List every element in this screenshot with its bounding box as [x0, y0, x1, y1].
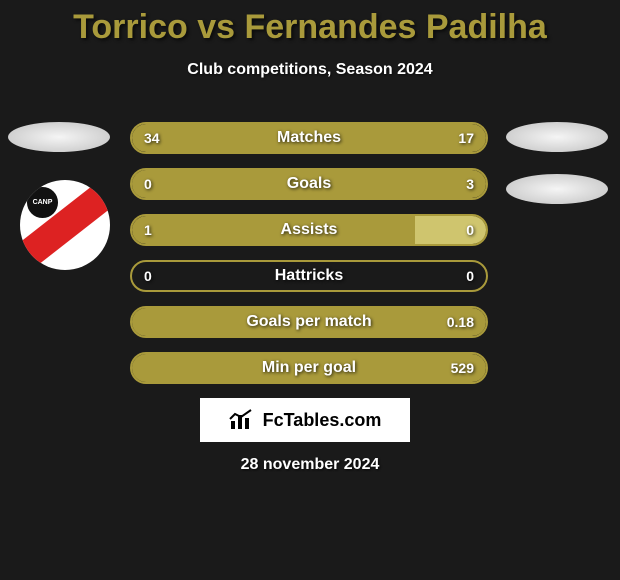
stat-value-right: 0: [466, 268, 474, 284]
player-left-logo-placeholder: [8, 122, 110, 152]
date-label: 28 november 2024: [0, 456, 620, 474]
stat-row-hattricks: Hattricks0 0: [130, 260, 488, 292]
stat-value-right: 17: [458, 130, 474, 146]
stat-value-right: 3: [466, 176, 474, 192]
stat-row-assists: Assists10: [130, 214, 488, 246]
chart-icon: [229, 409, 255, 431]
fctables-brand-text: FcTables.com: [263, 410, 382, 431]
bar-fill-right: [132, 354, 486, 382]
stat-label: Hattricks: [132, 267, 486, 285]
stat-value-right: 529: [451, 360, 474, 376]
stat-value-left: 1: [144, 222, 152, 238]
page-title: Torrico vs Fernandes Padilha: [0, 0, 620, 47]
stat-row-goals-per-match: Goals per match0.18: [130, 306, 488, 338]
fctables-brand-box: FcTables.com: [200, 398, 410, 442]
bar-fill-left: [132, 124, 369, 152]
bar-fill-right: [132, 308, 486, 336]
stat-value-left: 0: [144, 176, 152, 192]
bar-fill-right-stub: [415, 216, 486, 244]
player-right-club-placeholder: [506, 174, 608, 204]
club-badge-text: CANP: [27, 187, 58, 218]
stat-value-right: 0.18: [447, 314, 474, 330]
stat-value-left: 0: [144, 268, 152, 284]
bar-fill-right: [132, 170, 486, 198]
player-right-logo-placeholder: [506, 122, 608, 152]
subtitle: Club competitions, Season 2024: [0, 61, 620, 79]
stat-row-matches: Matches3417: [130, 122, 488, 154]
stat-value-right: 0: [466, 222, 474, 238]
player-left-club-badge: CANP: [20, 180, 110, 270]
comparison-bars: Matches3417Goals03Assists10Hattricks00Go…: [130, 122, 488, 398]
stat-row-goals: Goals03: [130, 168, 488, 200]
stat-row-min-per-goal: Min per goal529: [130, 352, 488, 384]
stat-value-left: 34: [144, 130, 160, 146]
